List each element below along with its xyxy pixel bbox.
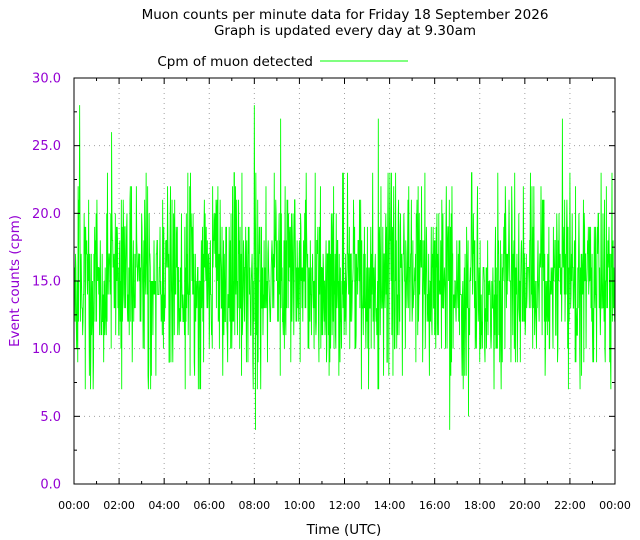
x-tick-label: 00:00 — [58, 499, 90, 512]
x-tick-label: 20:00 — [509, 499, 541, 512]
x-axis-label: Time (UTC) — [306, 522, 382, 538]
y-tick-label: 25.0 — [32, 139, 61, 154]
y-tick-label: 10.0 — [32, 342, 61, 357]
y-axis-label: Event counts (cpm) — [7, 215, 23, 347]
x-tick-label: 22:00 — [554, 499, 586, 512]
chart-title: Muon counts per minute data for Friday 1… — [142, 7, 549, 23]
x-tick-label: 10:00 — [284, 499, 316, 512]
series-line-cpm — [73, 105, 616, 430]
x-tick-label: 18:00 — [464, 499, 496, 512]
x-tick-label: 02:00 — [103, 499, 135, 512]
x-tick-label: 08:00 — [238, 499, 270, 512]
y-axis-ticks: 0.0 5.0 10.0 15.0 20.0 25.0 30.0 — [32, 72, 615, 493]
y-tick-label: 15.0 — [32, 275, 61, 290]
y-tick-label: 20.0 — [32, 207, 61, 222]
x-tick-label: 12:00 — [329, 499, 361, 512]
chart-subtitle: Graph is updated every day at 9.30am — [214, 23, 476, 39]
y-tick-label: 5.0 — [40, 410, 61, 425]
y-tick-label: 0.0 — [40, 478, 61, 493]
x-tick-label: 16:00 — [419, 499, 451, 512]
x-tick-label: 06:00 — [193, 499, 225, 512]
y-tick-label: 30.0 — [32, 72, 61, 87]
series-cpm — [73, 105, 616, 430]
legend: Cpm of muon detected — [157, 54, 408, 70]
legend-label: Cpm of muon detected — [157, 54, 313, 70]
x-axis-ticks: 00:00 02:00 04:00 06:00 08:00 10:00 12:00 14:00… — [58, 78, 631, 512]
x-tick-label: 00:00 — [599, 499, 631, 512]
x-tick-label: 14:00 — [374, 499, 406, 512]
x-tick-label: 04:00 — [148, 499, 180, 512]
